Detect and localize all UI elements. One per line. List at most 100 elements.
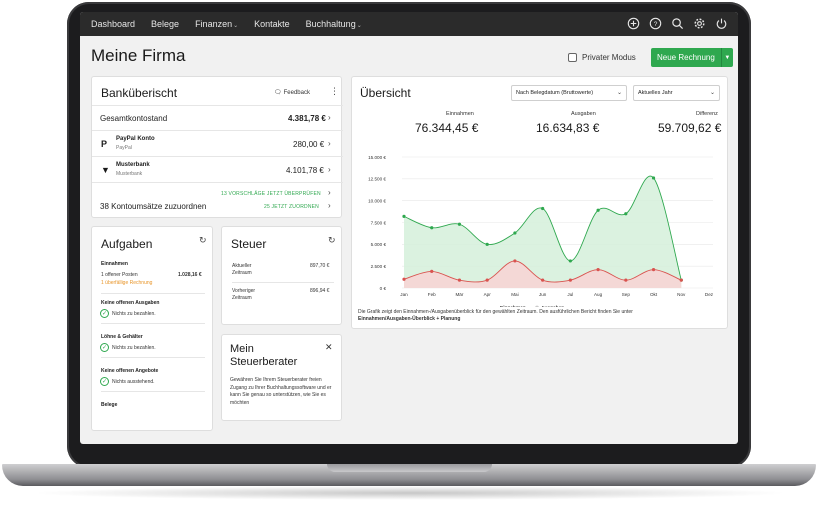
wages-status: ✓ Nichts zu bezahlen. xyxy=(100,343,156,352)
report-link[interactable]: Einnahmen/Ausgaben-Überblick + Planung xyxy=(358,316,461,322)
feedback-button[interactable]: 🗨 Feedback xyxy=(274,89,310,97)
series-line-einnahmen xyxy=(403,175,682,281)
help-icon[interactable]: ? xyxy=(649,17,662,30)
nav-item-belege[interactable]: Belege xyxy=(151,19,180,29)
no-offers-header: Keine offenen Angebote xyxy=(101,368,159,374)
gear-icon[interactable] xyxy=(693,17,706,30)
nav-item-kontakte[interactable]: Kontakte xyxy=(254,19,290,29)
chart-note: Die Grafik zeigt den Einnahmen-/Ausgaben… xyxy=(358,309,633,322)
new-invoice-dropdown-button[interactable]: ▼ xyxy=(720,48,733,67)
more-options-icon[interactable]: ⋮ xyxy=(330,86,339,96)
caret-down-icon: ▼ xyxy=(724,54,731,61)
laptop-notch xyxy=(327,464,492,472)
tax-advisor-card: Mein Steuerberater ✕ Gewähren Sie Ihrem … xyxy=(221,334,342,421)
check-circle-icon: ✓ xyxy=(100,309,109,318)
divider xyxy=(101,293,205,294)
y-tick-label: 5.000 € xyxy=(371,242,387,247)
divider xyxy=(101,357,205,358)
tax-advisor-text: Gewähren Sie Ihrem Steuerberater freien … xyxy=(230,377,332,406)
private-mode-checkbox[interactable] xyxy=(568,53,577,62)
nav-item-dashboard[interactable]: Dashboard xyxy=(91,19,136,29)
bank-total-row[interactable]: Gesamtkontostand 4.381,78 € › xyxy=(92,105,343,130)
tax-card-title: Steuer xyxy=(231,237,267,251)
laptop-shadow xyxy=(30,486,790,500)
check-circle-icon: ✓ xyxy=(100,377,109,386)
series-area-ausgaben xyxy=(404,260,682,288)
chevron-right-icon: › xyxy=(328,139,331,148)
review-suggestions-link[interactable]: 13 VORSCHLÄGE JETZT ÜBERPRÜFEN xyxy=(221,191,321,197)
data-point-ausgaben xyxy=(596,268,600,272)
chevron-down-icon: ⌄ xyxy=(616,90,622,96)
laptop-base xyxy=(2,464,816,486)
open-items-value: 1.028,16 € xyxy=(178,272,202,278)
date-basis-select[interactable]: Nach Belegdatum (Bruttowerte) ⌄ xyxy=(511,85,627,101)
account-provider: Musterbank xyxy=(116,171,143,177)
data-point-einnahmen xyxy=(513,231,517,235)
y-tick-label: 7.500 € xyxy=(371,220,387,225)
nav-item-finanzen[interactable]: Finanzen⌄ xyxy=(195,19,239,29)
receipts-header: Belege xyxy=(101,402,118,408)
divider xyxy=(101,391,205,392)
data-point-ausgaben xyxy=(513,259,517,263)
legend-label: Einnahmen xyxy=(500,305,526,307)
overdue-invoice-link[interactable]: 1 überfällige Rechnung xyxy=(101,280,153,286)
kpi-value-income: 76.344,45 € xyxy=(415,121,479,135)
chevron-down-icon: ⌄ xyxy=(233,23,239,29)
divider xyxy=(232,282,334,283)
refresh-icon[interactable]: ↻ xyxy=(199,235,207,245)
x-tick-label: Mär xyxy=(455,292,463,297)
y-tick-label: 2.500 € xyxy=(371,264,387,269)
data-point-ausgaben xyxy=(568,278,572,282)
chevron-down-icon: ⌄ xyxy=(709,90,715,96)
income-header: Einnahmen xyxy=(101,261,128,267)
nav-icon-group: ? xyxy=(627,17,728,30)
top-navigation: Dashboard Belege Finanzen⌄ Kontakte Buch… xyxy=(80,12,738,36)
bank-account-row[interactable]: P PayPal Konto PayPal 280,00 € › xyxy=(92,130,343,156)
tax-advisor-title: Mein Steuerberater xyxy=(230,343,298,368)
chevron-right-icon: › xyxy=(328,201,331,210)
divider xyxy=(92,182,343,183)
open-items-label[interactable]: 1 offener Posten xyxy=(101,272,138,278)
wages-header: Löhne & Gehälter xyxy=(101,334,143,340)
kpi-label-expenses: Ausgaben xyxy=(571,111,596,117)
data-point-ausgaben xyxy=(679,278,683,282)
bank-logo-icon: ▼ xyxy=(101,165,110,175)
data-point-ausgaben xyxy=(624,278,628,282)
x-tick-label: Apr xyxy=(484,292,492,297)
assign-now-link[interactable]: 25 JETZT ZUORDNEN xyxy=(264,204,319,210)
tasks-card-title: Aufgaben xyxy=(101,237,153,251)
tax-card: Steuer ↻ Aktueller Zeitraum 897,70 € Vor… xyxy=(221,226,342,325)
chevron-down-icon: ⌄ xyxy=(356,23,362,29)
data-point-ausgaben xyxy=(402,277,406,281)
private-mode-toggle[interactable]: Privater Modus xyxy=(568,53,636,62)
nav-item-buchhaltung[interactable]: Buchhaltung⌄ xyxy=(305,19,362,29)
x-tick-label: Dez xyxy=(705,292,714,297)
plus-icon[interactable] xyxy=(627,17,640,30)
data-point-ausgaben xyxy=(430,269,434,274)
y-tick-label: 12.500 € xyxy=(368,177,386,182)
y-tick-label: 15.000 € xyxy=(368,155,386,160)
power-icon[interactable] xyxy=(715,17,728,30)
new-invoice-button[interactable]: Neue Rechnung xyxy=(651,48,721,67)
data-point-ausgaben xyxy=(485,278,489,282)
x-tick-label: Jan xyxy=(400,292,408,297)
account-name: PayPal Konto xyxy=(116,136,155,142)
x-tick-label: Mai xyxy=(511,292,518,297)
new-invoice-split-button: Neue Rechnung ▼ xyxy=(651,48,733,67)
account-name: Musterbank xyxy=(116,162,150,168)
data-point-einnahmen xyxy=(402,214,406,218)
search-icon[interactable] xyxy=(671,17,684,30)
x-tick-label: Jun xyxy=(539,292,547,297)
x-tick-label: Okt xyxy=(650,292,658,297)
tax-period-value: 896,94 € xyxy=(310,288,330,294)
period-select[interactable]: Aktuelles Jahr ⌄ xyxy=(633,85,720,101)
x-tick-label: Sep xyxy=(622,292,631,297)
refresh-icon[interactable]: ↻ xyxy=(328,235,336,245)
bank-account-row[interactable]: ▼ Musterbank Musterbank 4.101,78 € › xyxy=(92,156,343,182)
tax-period-label: Aktueller Zeitraum xyxy=(232,263,252,276)
tax-period-value: 897,70 € xyxy=(310,263,330,269)
feedback-icon: 🗨 xyxy=(274,90,282,96)
close-icon[interactable]: ✕ xyxy=(325,342,333,352)
chevron-right-icon: › xyxy=(328,113,331,122)
no-expenses-header: Keine offenen Ausgaben xyxy=(101,300,160,306)
